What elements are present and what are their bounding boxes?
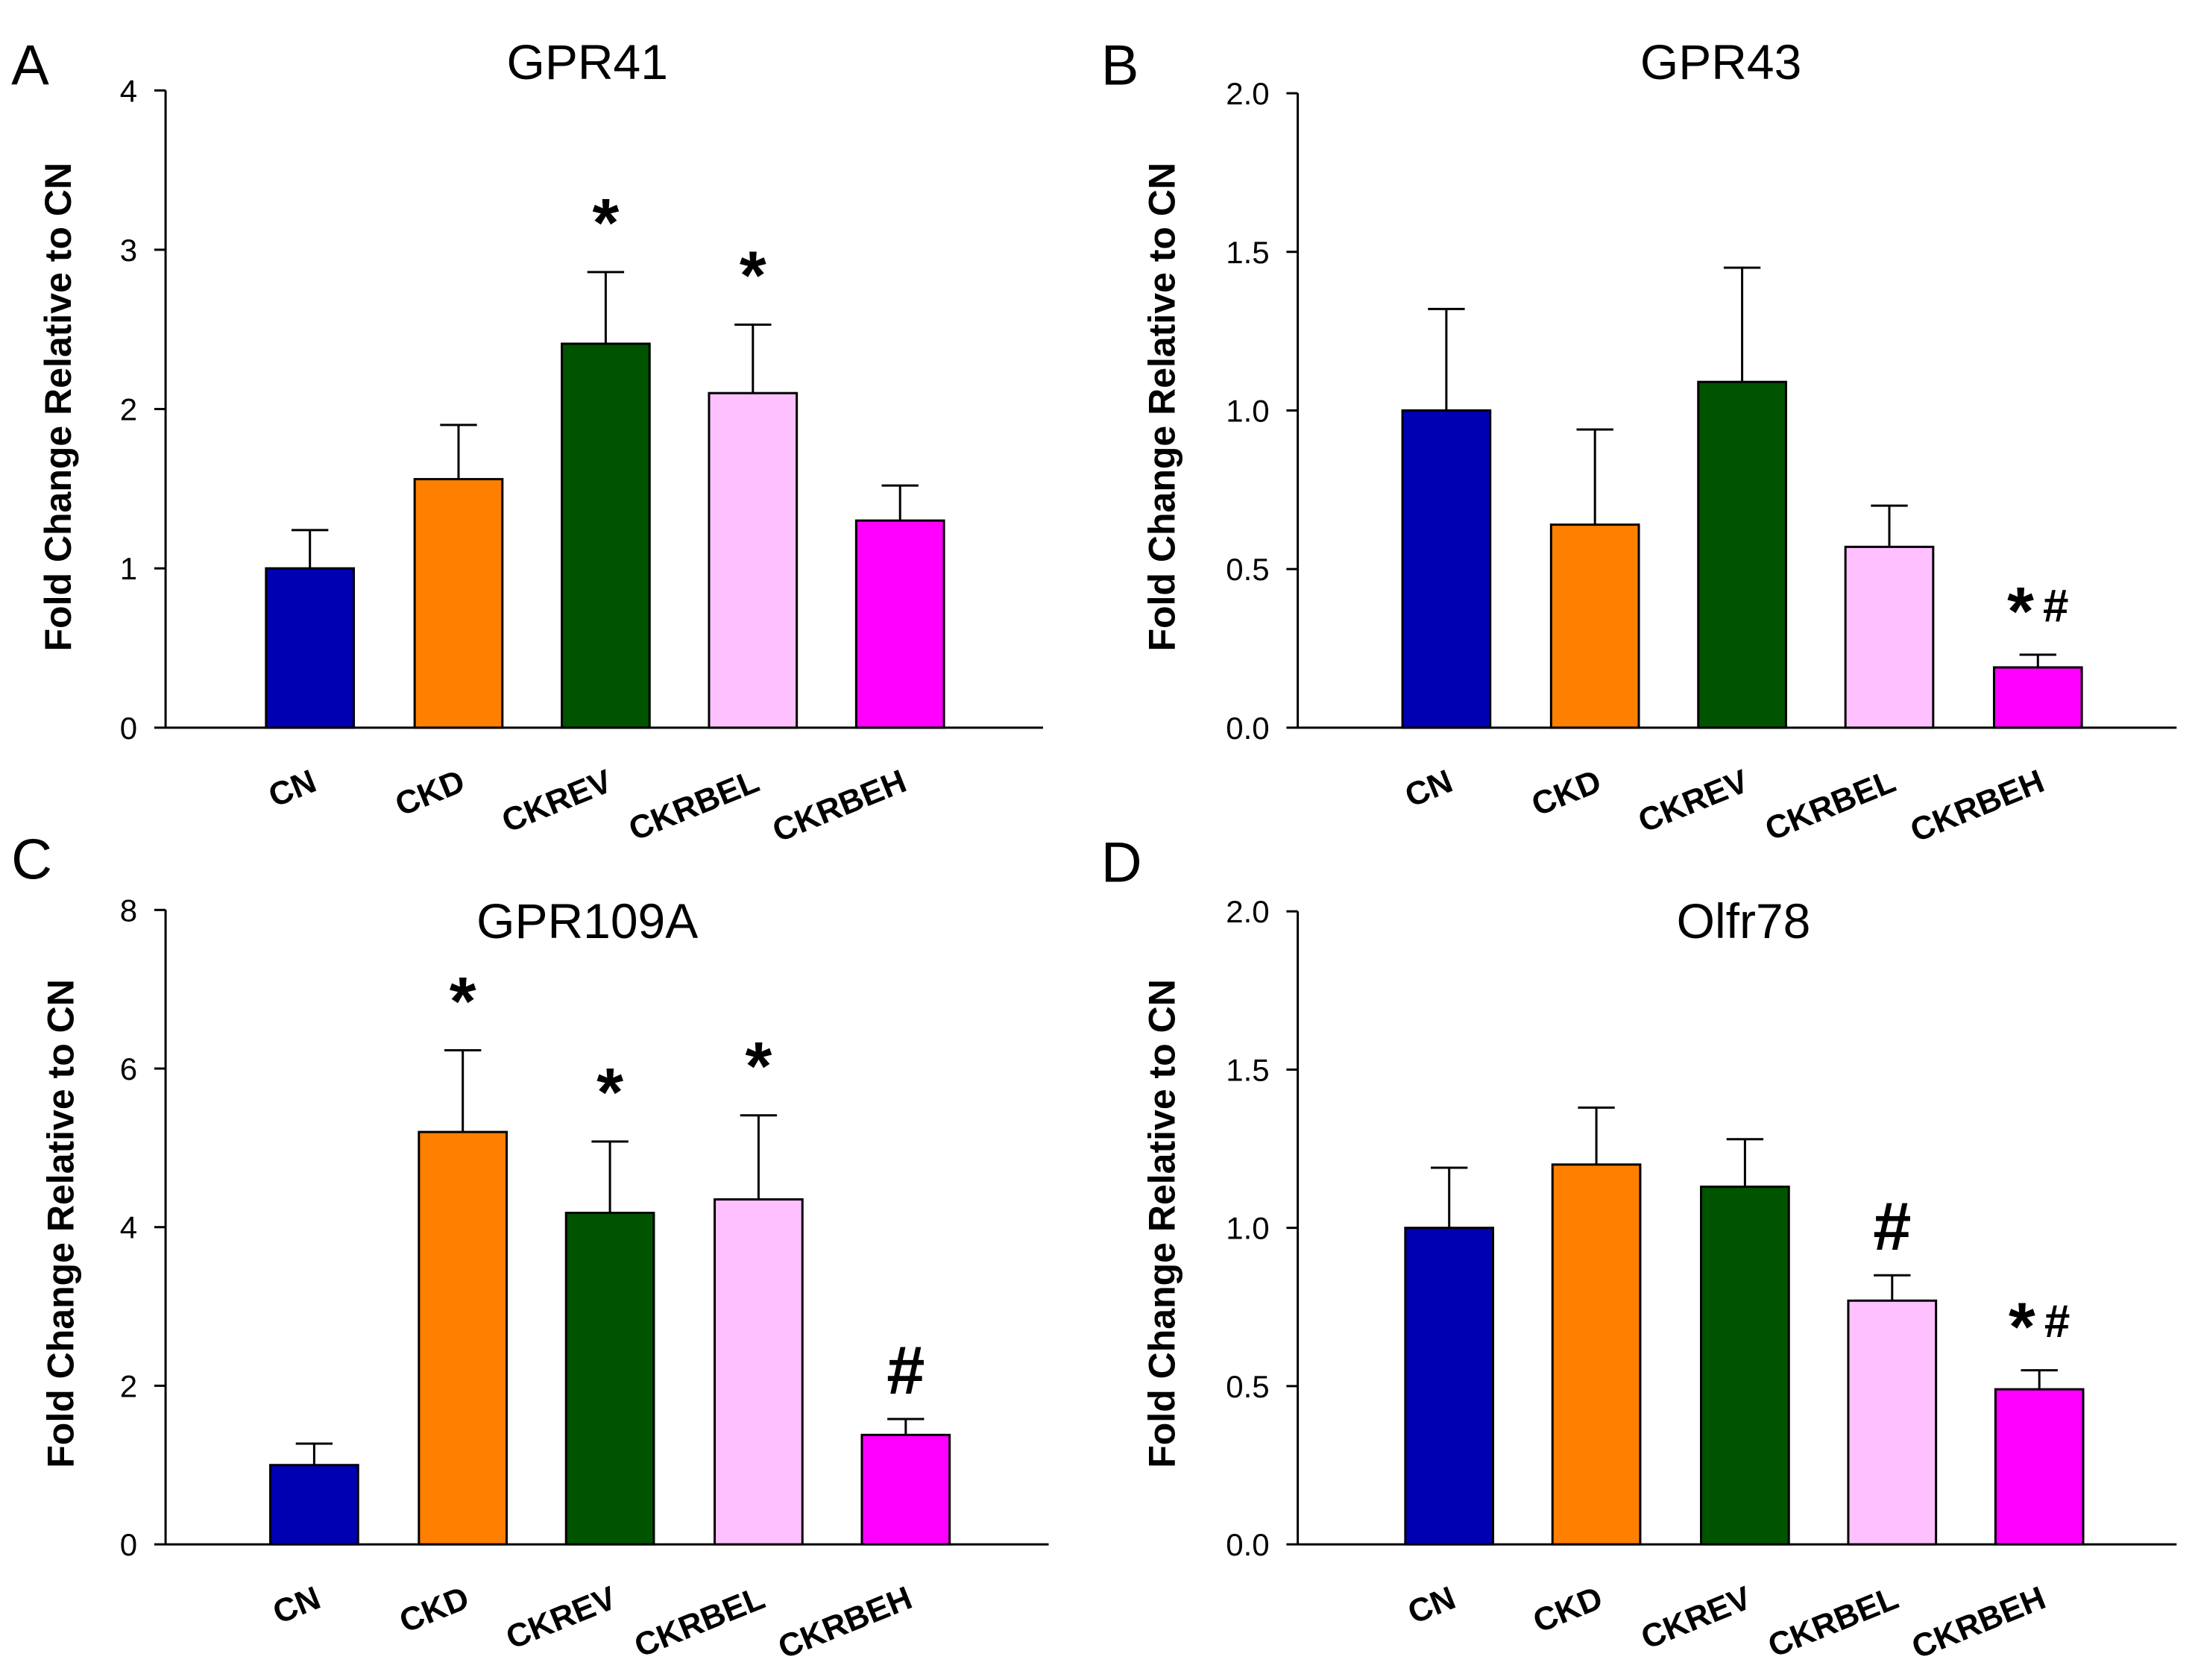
y-tick-label: 2.0 [1226, 894, 1269, 929]
y-tick-label: 1.0 [1226, 393, 1269, 428]
x-tick-label: CKRBEL [1760, 763, 1900, 848]
bar-ckrev [564, 1212, 655, 1546]
y-tick-label: 1.5 [1226, 235, 1269, 270]
panel-letter: B [1101, 34, 1139, 98]
bar-cn [265, 567, 356, 729]
chart-title: GPR41 [507, 34, 668, 89]
x-tick-label: CN [1400, 763, 1458, 814]
panel-b: B GPR43 Fold Change Relative to CN 0.00.… [1101, 34, 2177, 849]
x-tick-label: CKREV [1636, 1579, 1757, 1656]
panel-letter: D [1101, 831, 1142, 894]
significance-mark: * [596, 1055, 623, 1131]
y-tick-label: 0.0 [1226, 711, 1269, 746]
x-tick-label: CN [268, 1579, 325, 1631]
x-tick-label: CKD [390, 763, 470, 823]
x-tick-label: CKREV [1634, 763, 1754, 840]
y-tick-label: 2 [120, 392, 137, 427]
x-tick-label: CKD [1528, 1579, 1607, 1640]
bar-cn [1404, 1227, 1495, 1546]
y-axis-label: Fold Change Relative to CN [37, 163, 79, 652]
y-tick-label: 6 [120, 1051, 137, 1086]
significance-mark: * # [2009, 1289, 2070, 1365]
bar-ckrev [1697, 380, 1787, 729]
y-tick-label: 4 [120, 1210, 137, 1245]
y-tick-label: 3 [120, 233, 137, 268]
y-tick-label: 8 [120, 893, 137, 928]
y-tick-label: 4 [120, 73, 137, 108]
x-tick-label: CKRBEH [773, 1579, 917, 1666]
plot-marks: 0 2 4 6 8 CN * CKD * CKREV * CKRBEL # CKRBEH [120, 893, 1049, 1666]
plot-marks: 0.0 0.5 1.0 1.5 2.0 CN CKD CKREV # CKRBEL * # CKRBEH [1226, 894, 2177, 1666]
y-tick-label: 1 [120, 551, 137, 586]
bar-ckrbeh [1994, 1388, 2085, 1546]
x-tick-label: CN [1403, 1579, 1461, 1631]
bar-cn [1401, 409, 1492, 729]
significance-mark: * [745, 1029, 772, 1105]
bar-ckrbel [1847, 1299, 1938, 1546]
significance-mark: * [592, 186, 619, 262]
significance-mark: # [886, 1333, 925, 1409]
bar-ckrev [561, 342, 651, 729]
x-tick-label: CKRBEL [1763, 1579, 1903, 1664]
x-tick-label: CKRBEH [1906, 763, 2050, 849]
bar-ckrbeh [860, 1433, 951, 1546]
panel-letter: A [11, 34, 49, 98]
panel-letter: C [11, 828, 52, 892]
panel-c: C GPR109A Fold Change Relative to CN 0 2 4… [11, 828, 1049, 1666]
bar-ckrbel [708, 391, 799, 729]
y-axis-label: Fold Change Relative to CN [40, 979, 82, 1468]
y-tick-label: 1.0 [1226, 1211, 1269, 1246]
bar-ckrev [1700, 1185, 1790, 1546]
y-axis-label: Fold Change Relative to CN [1141, 979, 1182, 1468]
bar-ckrbeh [854, 519, 945, 729]
x-tick-label: CN [264, 763, 321, 814]
panel-a: A GPR41 Fold Change Relative to CN 0 1 2 3 4… [11, 34, 1043, 849]
x-tick-label: CKRBEH [767, 763, 911, 849]
x-tick-label: CKREV [501, 1579, 622, 1656]
chart-title: Olfr78 [1677, 893, 1811, 948]
plot-marks: 0.0 0.5 1.0 1.5 2.0 CN CKD CKREV CKRBEL * # CKRBEH [1226, 76, 2177, 849]
bar-cn [269, 1464, 359, 1546]
y-tick-label: 0.5 [1226, 552, 1269, 587]
y-tick-label: 0.0 [1226, 1527, 1269, 1562]
x-tick-label: CKRBEL [624, 763, 764, 848]
significance-mark: # [1873, 1189, 1911, 1265]
chart-title: GPR43 [1640, 34, 1801, 89]
y-tick-label: 2 [120, 1368, 137, 1403]
x-tick-label: CKD [394, 1579, 474, 1640]
bar-ckrbel [714, 1198, 804, 1546]
y-axis-label: Fold Change Relative to CN [1141, 163, 1182, 652]
panel-d: D Olfr78 Fold Change Relative to CN 0.00… [1101, 831, 2177, 1666]
x-tick-label: CKREV [497, 763, 617, 840]
bar-ckrbel [1844, 545, 1935, 729]
x-tick-label: CKRBEH [1906, 1579, 2050, 1666]
y-tick-label: 0 [120, 711, 137, 746]
significance-mark: * # [2007, 573, 2068, 649]
significance-mark: * [450, 963, 476, 1039]
bar-ckd [1551, 1163, 1642, 1546]
y-tick-label: 1.5 [1226, 1052, 1269, 1087]
y-tick-label: 0 [120, 1527, 137, 1562]
x-tick-label: CKRBEL [629, 1579, 769, 1664]
bar-ckrbeh [1992, 666, 2083, 729]
significance-mark: * [740, 238, 766, 314]
chart-title: GPR109A [476, 893, 698, 948]
x-tick-label: CKD [1527, 763, 1607, 823]
y-tick-label: 2.0 [1226, 76, 1269, 111]
bar-ckd [418, 1130, 508, 1546]
bar-ckd [1549, 523, 1640, 729]
bar-ckd [413, 478, 504, 729]
plot-marks: 0 1 2 3 4 CN CKD * CKREV * CKRBEL CKRBEH [120, 73, 1043, 849]
y-tick-label: 0.5 [1226, 1369, 1269, 1404]
